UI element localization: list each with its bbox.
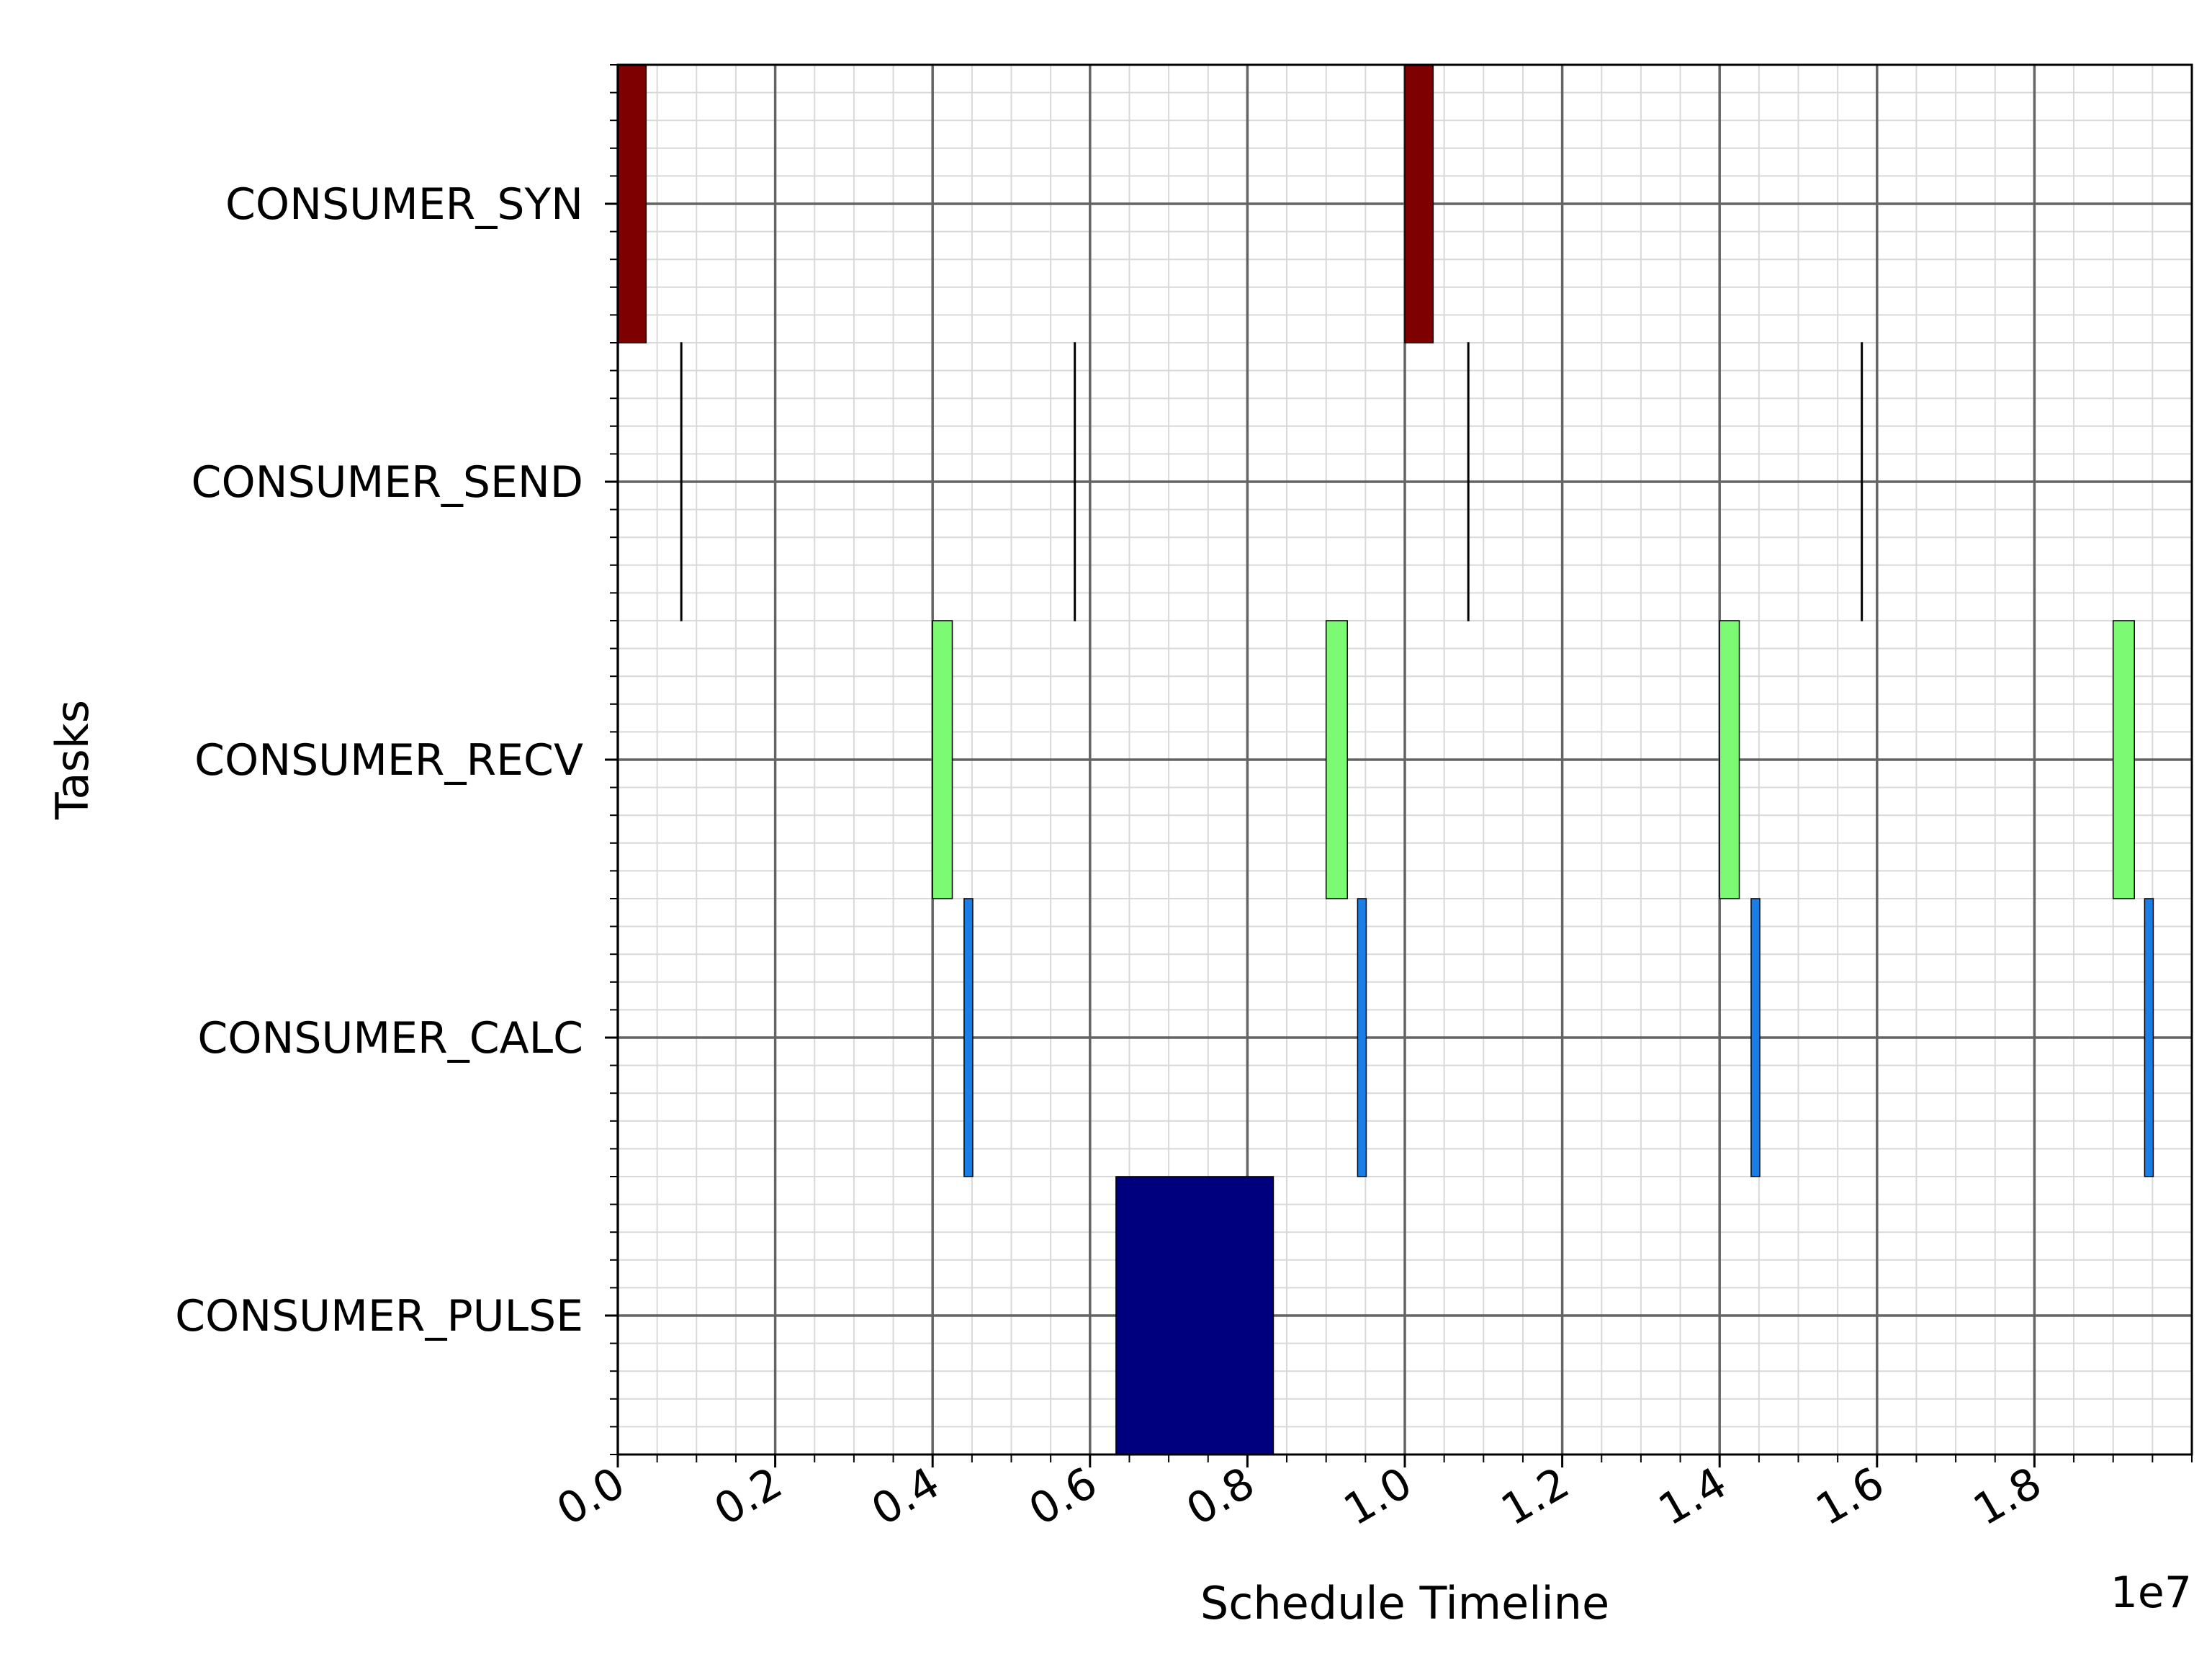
task-bar (1750, 898, 1761, 1177)
y-tick-label: CONSUMER_PULSE (175, 1291, 583, 1341)
task-bar (1861, 342, 1863, 621)
task-bar (617, 64, 647, 343)
x-axis-label: Schedule Timeline (1200, 1577, 1609, 1629)
x-offset-label: 1e7 (2110, 1568, 2192, 1618)
task-bar (680, 342, 683, 621)
task-bar (1357, 898, 1367, 1177)
y-axis-label: Tasks (46, 700, 99, 820)
task-bar (2144, 898, 2154, 1177)
y-tick-label: CONSUMER_CALC (197, 1013, 583, 1064)
y-tick-label: CONSUMER_RECV (194, 735, 583, 786)
task-bar (963, 898, 974, 1177)
task-bar (1074, 342, 1076, 621)
axis-ticks (605, 64, 2193, 1467)
task-bar (1467, 342, 1470, 621)
task-bar (1325, 620, 1348, 899)
task-bars (617, 64, 2154, 1455)
y-tick-label: CONSUMER_SYN (225, 179, 583, 230)
task-bar (1404, 64, 1434, 343)
task-bar (932, 620, 953, 899)
y-tick-label: CONSUMER_SEND (192, 457, 583, 508)
major-gridlines (616, 65, 2192, 1455)
task-bar (1115, 1176, 1274, 1455)
task-bar (1719, 620, 1740, 899)
task-bar (2112, 620, 2135, 899)
